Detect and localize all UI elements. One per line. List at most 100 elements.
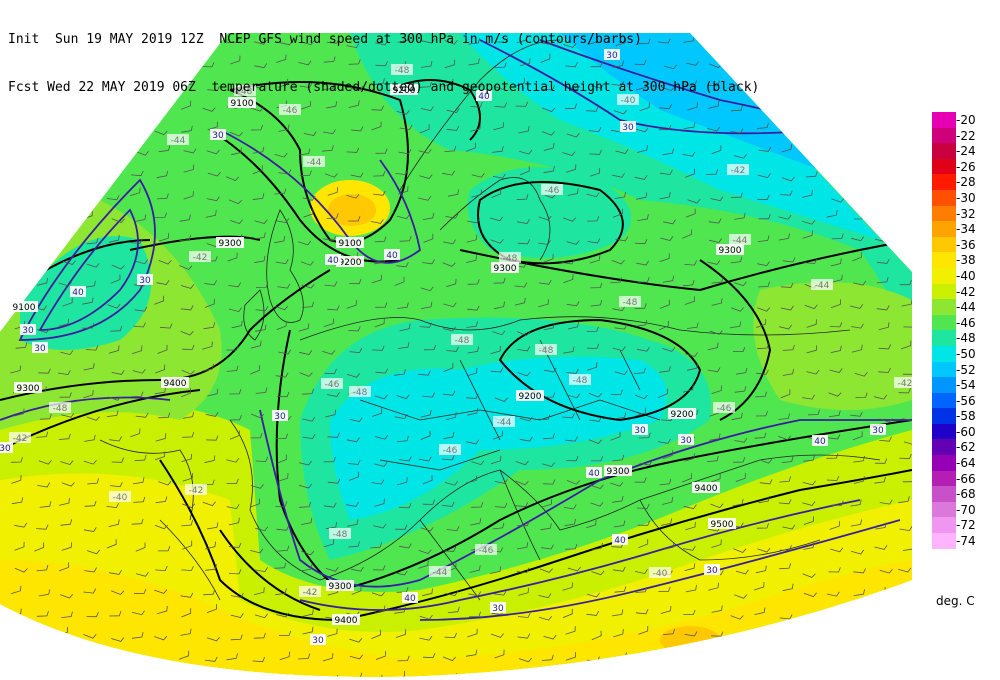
wind-barb — [107, 658, 121, 664]
wind-barb — [276, 218, 290, 224]
colorbar-entry: -32 — [928, 205, 988, 222]
wind-barb — [59, 653, 72, 659]
wind-barb — [276, 454, 287, 464]
wind-barb — [541, 131, 556, 136]
wind-barb — [61, 542, 72, 551]
wind-barb — [372, 674, 383, 677]
wind-barb — [586, 610, 600, 616]
wind-barb — [226, 653, 238, 661]
wind-barb — [228, 282, 242, 288]
wind-barb — [637, 520, 651, 526]
wind-barb — [418, 549, 432, 554]
wind-barb — [877, 142, 889, 152]
wind-barb — [757, 343, 769, 350]
wind-barb — [830, 299, 841, 309]
wind-barb — [14, 522, 28, 528]
wind-barb — [346, 43, 360, 49]
wind-barb — [850, 653, 862, 660]
colorbar-swatch — [932, 299, 956, 315]
wind-barb — [298, 60, 312, 66]
temp-label-bg — [569, 374, 591, 385]
colorbar-label: -56 — [956, 393, 976, 408]
wind-barb — [207, 522, 219, 530]
wind-barb — [154, 451, 166, 461]
wind-barb — [831, 500, 844, 506]
wind-barb — [874, 186, 886, 195]
wind-barb — [321, 145, 334, 152]
wind-barb — [902, 476, 912, 483]
wind-barb — [323, 236, 337, 241]
wind-barb — [131, 391, 144, 398]
wind-barb — [543, 322, 555, 331]
wind-barb — [802, 676, 815, 677]
wind-barb — [423, 344, 437, 351]
colorbar-label: -68 — [956, 487, 976, 502]
wind-barb — [39, 131, 53, 137]
wind-barb — [876, 276, 889, 284]
wind-label-bg — [20, 324, 36, 335]
wind-barb — [757, 173, 771, 179]
wind-barb — [829, 676, 843, 677]
wind-barb — [61, 482, 75, 487]
wind-barb — [302, 301, 314, 308]
colorbar-entry: -70 — [928, 501, 988, 518]
wind-barb — [638, 653, 651, 660]
wind-barb — [62, 297, 73, 307]
wind-barb — [734, 437, 748, 443]
wind-barb — [10, 282, 24, 288]
wind-barb — [298, 483, 313, 489]
wind-label: 40 — [588, 469, 600, 479]
wind-barb — [375, 148, 388, 154]
wind-barb — [517, 612, 531, 618]
wind-label: 40 — [386, 251, 398, 261]
wind-barb — [543, 142, 555, 151]
wind-barb — [395, 629, 407, 638]
wind-barb — [778, 413, 790, 420]
height-label: 9400 — [335, 616, 358, 626]
wind-barb — [350, 566, 364, 572]
temp-label-bg — [321, 378, 343, 389]
wind-barb — [614, 109, 628, 115]
wind-barb — [802, 230, 813, 239]
temp-label: -44 — [815, 281, 830, 291]
wind-barb — [706, 455, 719, 462]
wind-barb — [130, 238, 143, 244]
wind-barb — [758, 496, 770, 504]
wind-barb — [610, 389, 623, 395]
wind-barb — [229, 131, 243, 137]
wind-barb — [541, 499, 553, 508]
wind-barb — [302, 416, 316, 422]
wind-barb — [326, 392, 340, 397]
wind-barb — [633, 367, 646, 374]
wind-barb — [109, 436, 122, 442]
wind-barb — [590, 299, 603, 307]
wind-barb — [803, 592, 817, 598]
wind-label: 30 — [34, 344, 46, 354]
wind-barb — [226, 504, 240, 510]
wind-barb — [877, 42, 891, 48]
wind-barb — [735, 473, 746, 482]
wind-barb — [901, 673, 912, 677]
wind-barb — [754, 607, 766, 615]
wind-barb — [874, 394, 888, 400]
wind-barb — [371, 121, 382, 131]
temp-label: -46 — [545, 186, 560, 196]
wind-barb — [107, 125, 120, 132]
colorbar-swatch — [932, 439, 956, 456]
wind-barb — [202, 62, 215, 68]
wind-barb — [658, 586, 671, 592]
wind-barb — [420, 106, 434, 112]
wind-barb — [322, 350, 336, 355]
colorbar-entry: -40 — [928, 267, 988, 284]
wind-barb — [684, 563, 696, 571]
wind-barb — [181, 503, 196, 508]
wind-label-bg — [402, 592, 418, 603]
colorbar-label: -54 — [956, 378, 976, 393]
wind-barb — [778, 233, 790, 241]
wind-barb — [60, 519, 73, 526]
wind-barb — [15, 256, 26, 265]
wind-barb — [300, 261, 314, 266]
temp-label-bg — [493, 416, 515, 427]
wind-barb — [253, 40, 267, 45]
wind-barb — [782, 524, 796, 530]
